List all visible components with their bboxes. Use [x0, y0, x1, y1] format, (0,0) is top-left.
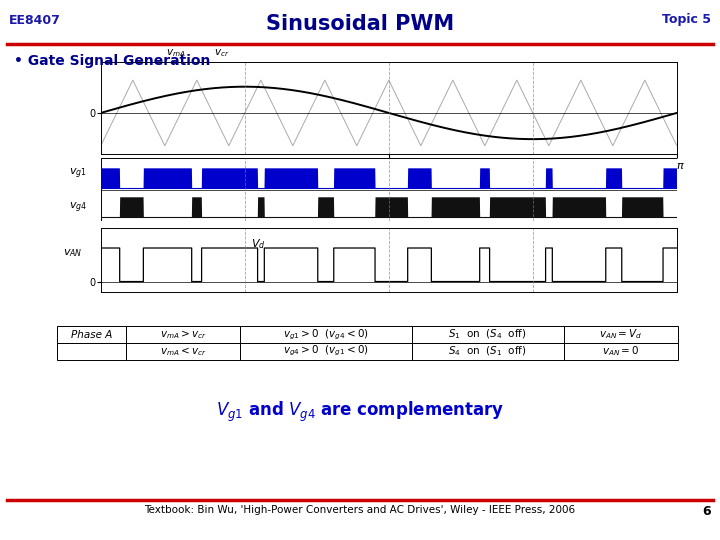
Text: $v_{mA}$: $v_{mA}$	[166, 47, 186, 58]
Text: $v_{g1}$: $v_{g1}$	[69, 166, 87, 181]
Text: $V_d$: $V_d$	[251, 237, 265, 251]
Text: EE8407: EE8407	[9, 14, 60, 26]
Text: Textbook: Bin Wu, 'High-Power Converters and AC Drives', Wiley - IEEE Press, 200: Textbook: Bin Wu, 'High-Power Converters…	[145, 505, 575, 515]
Text: $v_{cr}$: $v_{cr}$	[214, 47, 230, 58]
Text: Sinusoidal PWM: Sinusoidal PWM	[266, 14, 454, 33]
Text: • Gate Signal Generation: • Gate Signal Generation	[14, 54, 211, 68]
Text: 6: 6	[703, 505, 711, 518]
Text: Topic 5: Topic 5	[662, 14, 711, 26]
Text: $\mathit{V_{g1}}$$\mathbf{\ and\ }$$\mathit{V_{g4}}$$\mathbf{\ are\ complementar: $\mathit{V_{g1}}$$\mathbf{\ and\ }$$\mat…	[216, 400, 504, 424]
Text: $v_{g4}$: $v_{g4}$	[69, 200, 87, 214]
Text: $v_{AN}$: $v_{AN}$	[63, 247, 83, 259]
